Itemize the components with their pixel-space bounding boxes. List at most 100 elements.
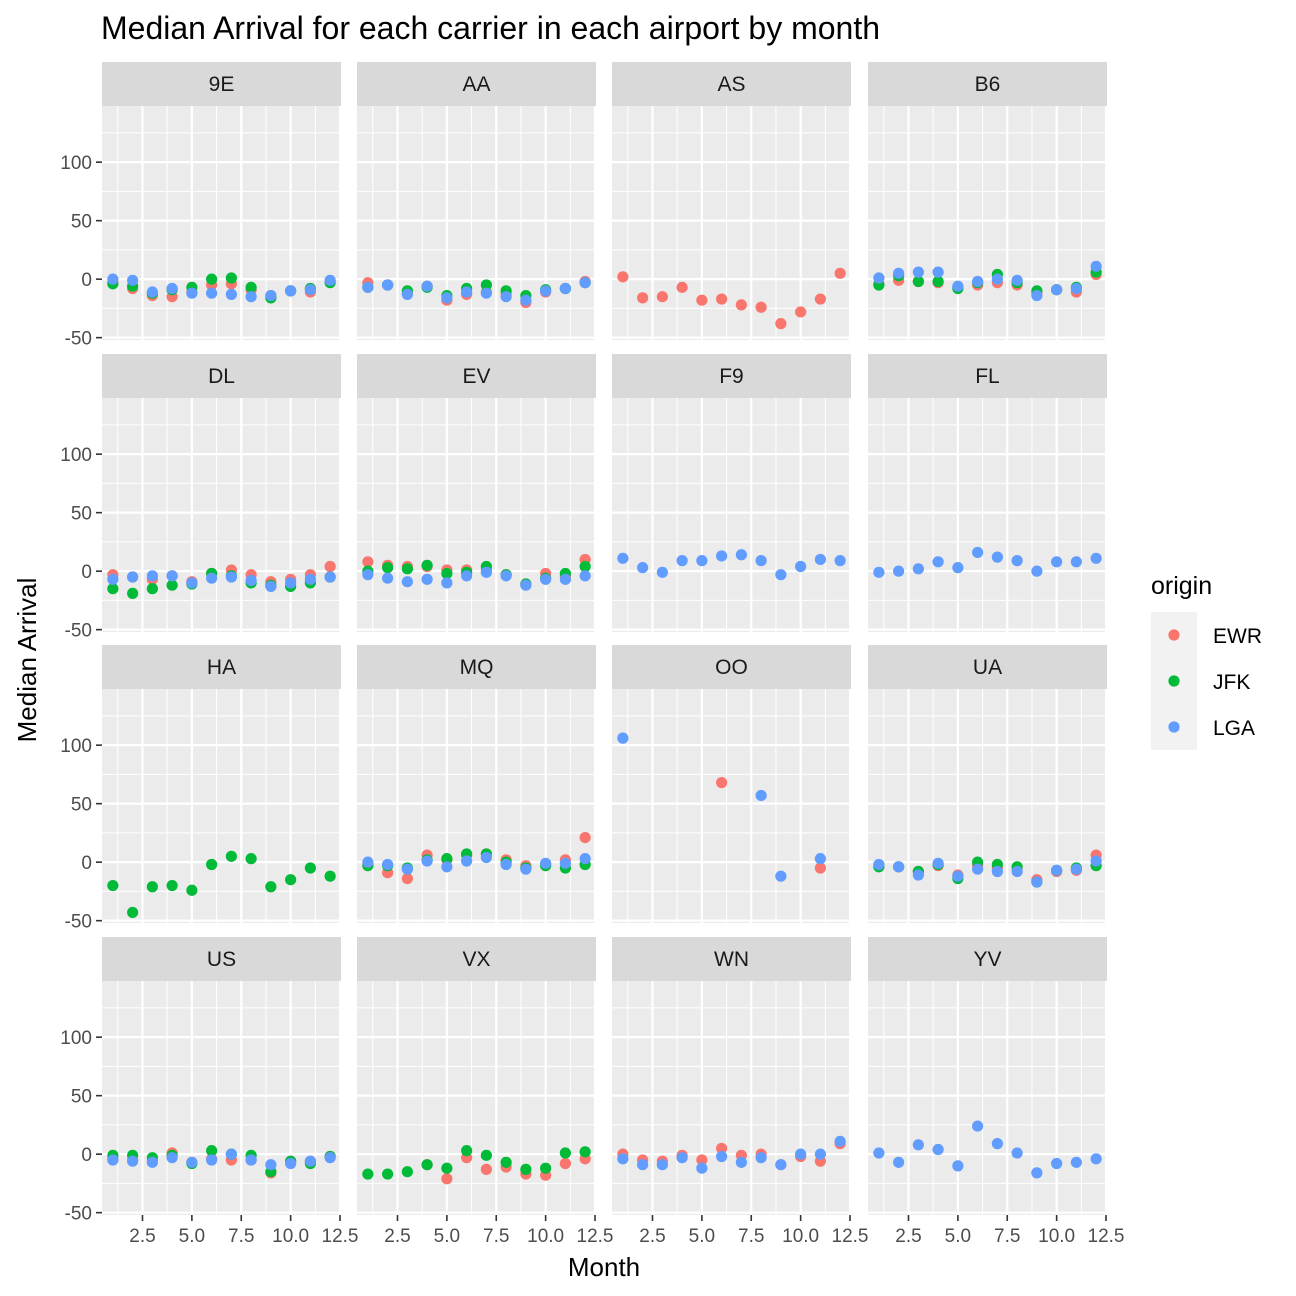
facet-label-mq: MQ: [460, 656, 494, 679]
point-yv-lga: [952, 1160, 964, 1172]
facet-strip-mq: [357, 645, 596, 689]
panel-background-aa: [357, 106, 596, 340]
x-tick-label: 5.0: [945, 1226, 971, 1247]
x-tick-label: 12.5: [322, 1226, 359, 1247]
point-yv-lga: [1011, 1147, 1023, 1159]
point-ev-lga: [559, 573, 571, 585]
facet-wn: WN 2.5 5.0 7.5 10.0 12.5: [612, 937, 869, 1247]
points-dl: [107, 560, 336, 599]
point-ua-lga: [991, 865, 1003, 878]
facet-label-ev: EV: [462, 365, 490, 388]
gridlines-ha: [102, 689, 342, 923]
point-f9-lga: [735, 549, 747, 561]
legend-label: LGA: [1213, 717, 1255, 740]
facet-label-wn: WN: [714, 948, 749, 971]
point-as-ewr: [656, 291, 668, 303]
point-wn-lga: [795, 1148, 807, 1160]
point-9e-jfk: [225, 272, 237, 284]
gridlines-ua: [868, 689, 1108, 923]
point-us-lga: [206, 1154, 218, 1166]
facet-strip-us: [102, 937, 341, 981]
facet-dl: DL -50 0 50 100: [60, 354, 342, 642]
point-mq-lga: [500, 858, 512, 871]
points-ua: [873, 849, 1102, 888]
point-as-ewr: [775, 318, 787, 330]
point-ev-jfk: [382, 562, 394, 574]
point-9e-lga: [107, 273, 119, 285]
point-aa-lga: [559, 282, 571, 295]
point-ev-lga: [480, 566, 492, 578]
point-ev-lga: [461, 570, 473, 582]
point-vx-jfk: [401, 1166, 413, 1178]
point-9e-lga: [225, 288, 237, 300]
point-9e-lga: [127, 274, 139, 286]
legend-key-point: [1168, 721, 1180, 733]
point-wn-lga: [735, 1156, 747, 1168]
panel-background-dl: [102, 398, 341, 632]
point-ua-lga: [1090, 855, 1102, 867]
facet-aa: AA: [357, 62, 597, 340]
point-vx-jfk: [480, 1149, 492, 1161]
facet-grid: 9E -50 0 50 100 AA AS B6 DL -50 0 50 100 EV F9 FL HA -50 0…: [60, 62, 1125, 1247]
points-9e: [107, 272, 336, 304]
y-tick-label: 0: [81, 562, 92, 583]
point-vx-jfk: [579, 1146, 591, 1158]
point-ua-lga: [1051, 864, 1063, 876]
facet-label-9e: 9E: [209, 73, 235, 96]
point-us-lga: [166, 1152, 178, 1164]
point-9e-jfk: [206, 273, 218, 285]
y-tick-label: 0: [81, 270, 92, 291]
point-mq-lga: [559, 857, 571, 869]
point-wn-lga: [617, 1153, 629, 1165]
point-oo-ewr: [814, 862, 826, 874]
facet-strip-b6: [868, 62, 1107, 106]
legend-item-jfk: JFK: [1151, 658, 1250, 704]
point-vx-jfk: [421, 1159, 433, 1171]
point-b6-lga: [873, 272, 885, 284]
point-wn-lga: [696, 1162, 708, 1174]
x-tick-label: 7.5: [994, 1226, 1020, 1247]
point-wn-lga: [716, 1150, 728, 1163]
points-us: [107, 1145, 336, 1179]
x-tick-label: 12.5: [1088, 1226, 1125, 1247]
facet-fl: FL: [868, 354, 1108, 632]
point-mq-jfk: [441, 853, 453, 865]
point-wn-ewr: [716, 1142, 728, 1154]
gridlines-yv: [868, 981, 1108, 1215]
panel-background-ev: [357, 398, 596, 632]
panel-background-ua: [868, 689, 1107, 923]
point-vx-jfk: [382, 1168, 394, 1180]
y-tick-label: 50: [71, 1087, 92, 1108]
point-yv-lga: [1051, 1157, 1063, 1170]
facet-ha: HA -50 0 50 100: [60, 645, 342, 933]
y-tick-label: 50: [71, 795, 92, 816]
panel-background-yv: [868, 981, 1107, 1215]
point-mq-ewr: [401, 872, 413, 885]
facet-label-us: US: [207, 948, 236, 971]
point-us-lga: [186, 1156, 198, 1168]
point-aa-lga: [421, 280, 433, 292]
point-b6-lga: [912, 266, 924, 278]
points-vx: [362, 1145, 591, 1185]
point-ua-lga: [932, 857, 944, 869]
point-dl-lga: [107, 573, 119, 585]
point-ev-lga: [382, 572, 394, 584]
point-us-lga: [304, 1155, 316, 1167]
gridlines-ev: [357, 398, 597, 632]
point-yv-lga: [932, 1143, 944, 1156]
point-f9-lga: [656, 566, 668, 578]
x-axis-col-2: 2.5 5.0 7.5 10.0 12.5: [384, 1215, 614, 1247]
point-vx-jfk: [520, 1163, 532, 1175]
point-aa-lga: [520, 294, 532, 306]
point-as-ewr: [795, 306, 807, 318]
gridlines-dl: [102, 398, 342, 632]
point-ua-lga: [893, 861, 905, 873]
point-yv-lga: [893, 1156, 905, 1168]
point-wn-lga: [637, 1159, 649, 1171]
point-ha-jfk: [206, 858, 218, 871]
points-b6: [873, 260, 1102, 302]
point-wn-lga: [834, 1135, 846, 1147]
point-b6-lga: [1011, 274, 1023, 286]
gridlines-oo: [612, 689, 852, 923]
point-mq-lga: [520, 863, 532, 875]
